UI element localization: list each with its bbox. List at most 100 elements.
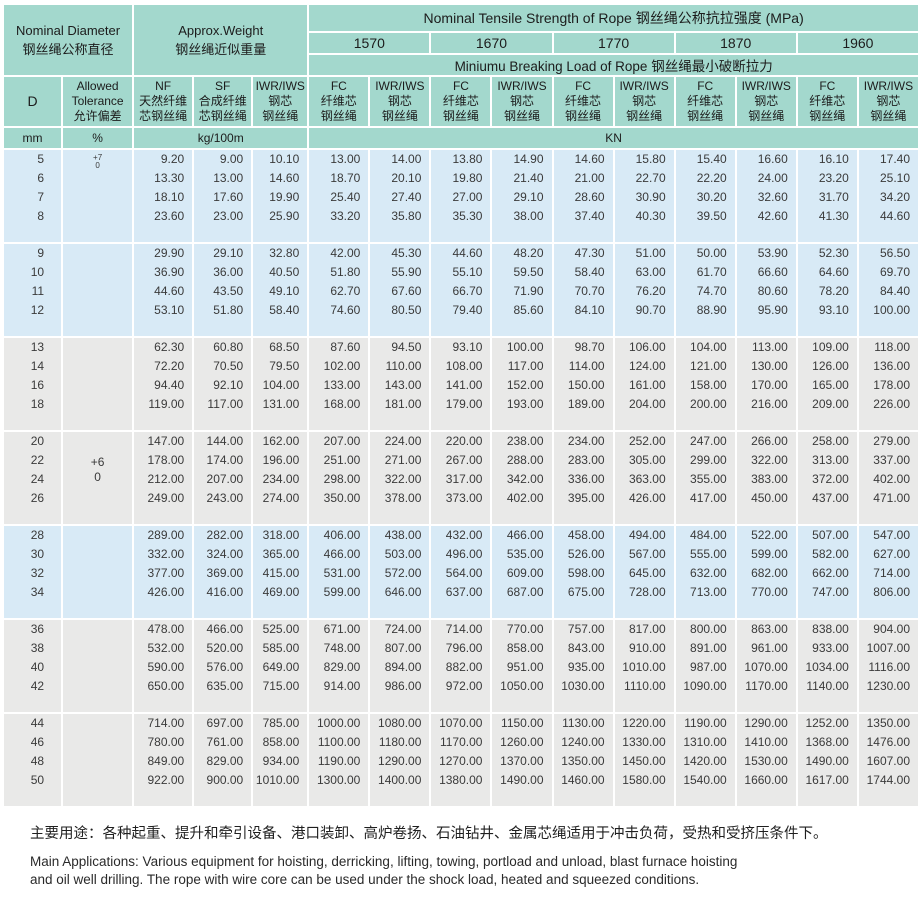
- diameter-value-26: 26: [30, 491, 45, 505]
- load-value: 18.70: [330, 171, 361, 185]
- load-value: 117.00: [207, 397, 244, 411]
- load-value: 458.00: [567, 528, 605, 542]
- diameter-cell-36-42: 36 38 40 42: [4, 620, 62, 712]
- load-value: 863.00: [751, 622, 788, 636]
- approx-weight-en: Approx.Weight: [178, 23, 264, 38]
- value-cell: 44.60 55.10 66.70 79.40: [431, 244, 491, 336]
- load-value: 22.20: [696, 171, 727, 185]
- value-cell: 800.00 891.00 987.00 1090.00: [675, 620, 735, 712]
- load-value: 170.00: [751, 378, 788, 392]
- value-cell: 48.20 59.50 71.90 85.60: [492, 244, 552, 336]
- value-cell: 1290.00 1410.00 1530.00 1660.00: [736, 714, 796, 806]
- load-value: 21.00: [574, 171, 605, 185]
- grade-1770: 1770: [553, 33, 674, 53]
- load-value: 209.00: [812, 397, 849, 411]
- iwr-label-l3: 钢丝绳: [381, 109, 418, 123]
- load-value: 52.30: [818, 246, 849, 260]
- breaking-load-en: Miniumu Breaking Load of Rope: [454, 59, 648, 74]
- load-value: 1350.00: [866, 716, 910, 730]
- value-cell: 714.00 780.00 849.00 922.00: [134, 714, 193, 806]
- grade-1960: 1960: [797, 33, 918, 53]
- value-cell: 14.00 20.10 27.40 35.80: [370, 150, 430, 242]
- value-cell: 1070.00 1170.00 1270.00 1380.00: [431, 714, 491, 806]
- load-value: 1170.00: [439, 735, 483, 749]
- value-cell: 279.00 337.00 402.00 471.00: [858, 432, 918, 524]
- load-value: 395.00: [567, 491, 605, 505]
- diameter-value-16: 16: [30, 378, 45, 392]
- load-value: 1460.00: [561, 773, 605, 787]
- value-cell: 32.80 40.50 49.10 58.40: [253, 244, 308, 336]
- value-cell: 466.00 535.00 609.00 687.00: [492, 526, 552, 618]
- breaking-load-header: Miniumu Breaking Load of Rope 钢丝绳最小破断拉力: [309, 55, 918, 75]
- table-body: 5 6 7 8 +7 0 9.20 13.30 18.10 23.60 9.00 13.00 17.60…: [4, 150, 918, 806]
- load-value: 1190.00: [317, 754, 361, 768]
- load-value: 50.00: [696, 246, 727, 260]
- load-value: 715.00: [262, 679, 300, 693]
- load-value: 271.00: [384, 453, 422, 467]
- value-cell: 247.00 299.00 355.00 417.00: [675, 432, 735, 524]
- load-value: 104.00: [690, 340, 727, 354]
- load-value: 21.40: [513, 171, 544, 185]
- tensile-strength-zh: 钢丝绳公称抗拉强度: [635, 10, 762, 26]
- load-value: 113.00: [751, 340, 788, 354]
- load-value: 144.00: [206, 434, 244, 448]
- load-value: 1420.00: [683, 754, 727, 768]
- fc-label-l1: FC: [819, 79, 836, 93]
- load-value: 757.00: [567, 622, 605, 636]
- load-value: 29.10: [513, 190, 544, 204]
- load-value: 1034.00: [805, 660, 849, 674]
- diameter-value-42: 42: [30, 679, 45, 693]
- load-value: 1010.00: [622, 660, 666, 674]
- value-cell: 1220.00 1330.00 1450.00 1580.00: [614, 714, 674, 806]
- load-value: 891.00: [690, 641, 727, 655]
- load-value: 1580.00: [622, 773, 666, 787]
- load-value: 216.00: [751, 397, 788, 411]
- load-value: 34.20: [879, 190, 910, 204]
- diameter-value-50: 50: [30, 773, 45, 787]
- value-cell: 10.10 14.60 19.90 25.90: [253, 150, 308, 242]
- value-cell: 13.00 18.70 25.40 33.20: [309, 150, 369, 242]
- load-value: 23.60: [154, 209, 185, 223]
- col-header-fc-1960: FC 纤维芯 钢丝绳: [797, 77, 857, 126]
- load-value: 934.00: [262, 754, 300, 768]
- iwr-label-l3: 钢丝绳: [262, 109, 299, 123]
- strength-grades-row: 1570 1670 1770 1870 1960: [4, 33, 918, 53]
- iwr-label-l2: 钢芯: [509, 94, 534, 108]
- load-value: 44.60: [879, 209, 910, 223]
- load-value: 632.00: [690, 566, 727, 580]
- load-value: 496.00: [445, 547, 483, 561]
- load-value: 1607.00: [866, 754, 910, 768]
- value-cell: 29.10 36.00 43.50 51.80: [194, 244, 252, 336]
- load-value: 13.30: [154, 171, 185, 185]
- load-value: 1170.00: [745, 679, 788, 693]
- load-value: 576.00: [206, 660, 244, 674]
- value-cell: 50.00 61.70 74.70 88.90: [675, 244, 735, 336]
- value-cell: 466.00 520.00 576.00 635.00: [194, 620, 252, 712]
- value-cell: 113.00 130.00 170.00 216.00: [736, 338, 796, 430]
- load-value: 1744.00: [866, 773, 910, 787]
- sf-label-l3: 芯钢丝绳: [198, 109, 247, 123]
- load-value: 1190.00: [684, 716, 727, 730]
- load-value: 437.00: [812, 491, 849, 505]
- value-cell: 234.00 283.00 336.00 395.00: [553, 432, 613, 524]
- grade-1870: 1870: [675, 33, 796, 53]
- load-value: 124.00: [628, 359, 666, 373]
- load-value: 609.00: [506, 566, 544, 580]
- load-value: 417.00: [690, 491, 727, 505]
- diameter-value-9: 9: [37, 246, 45, 260]
- load-value: 377.00: [147, 566, 185, 580]
- load-value: 415.00: [262, 566, 300, 580]
- load-value: 70.70: [574, 284, 605, 298]
- load-value: 1380.00: [439, 773, 483, 787]
- diameter-group-9-12: 9 10 11 12 29.90 36.90 44.60 53.10 29.10 36.00 43.…: [4, 244, 918, 336]
- diameter-value-13: 13: [30, 340, 45, 354]
- diameter-cell-20-26: 20 22 24 26: [4, 432, 62, 524]
- load-value: 1370.00: [500, 754, 544, 768]
- load-value: 61.70: [696, 265, 727, 279]
- tolerance-cell-20-26: +6 0: [63, 432, 133, 524]
- load-value: 207.00: [323, 434, 361, 448]
- diameter-value-6: 6: [37, 171, 45, 185]
- load-value: 15.80: [635, 152, 666, 166]
- main-applications-note: 主要用途：各种起重、提升和牵引设备、港口装卸、高炉卷扬、石油钻井、金属芯绳适用于…: [2, 808, 920, 889]
- grade-1570: 1570: [309, 33, 430, 53]
